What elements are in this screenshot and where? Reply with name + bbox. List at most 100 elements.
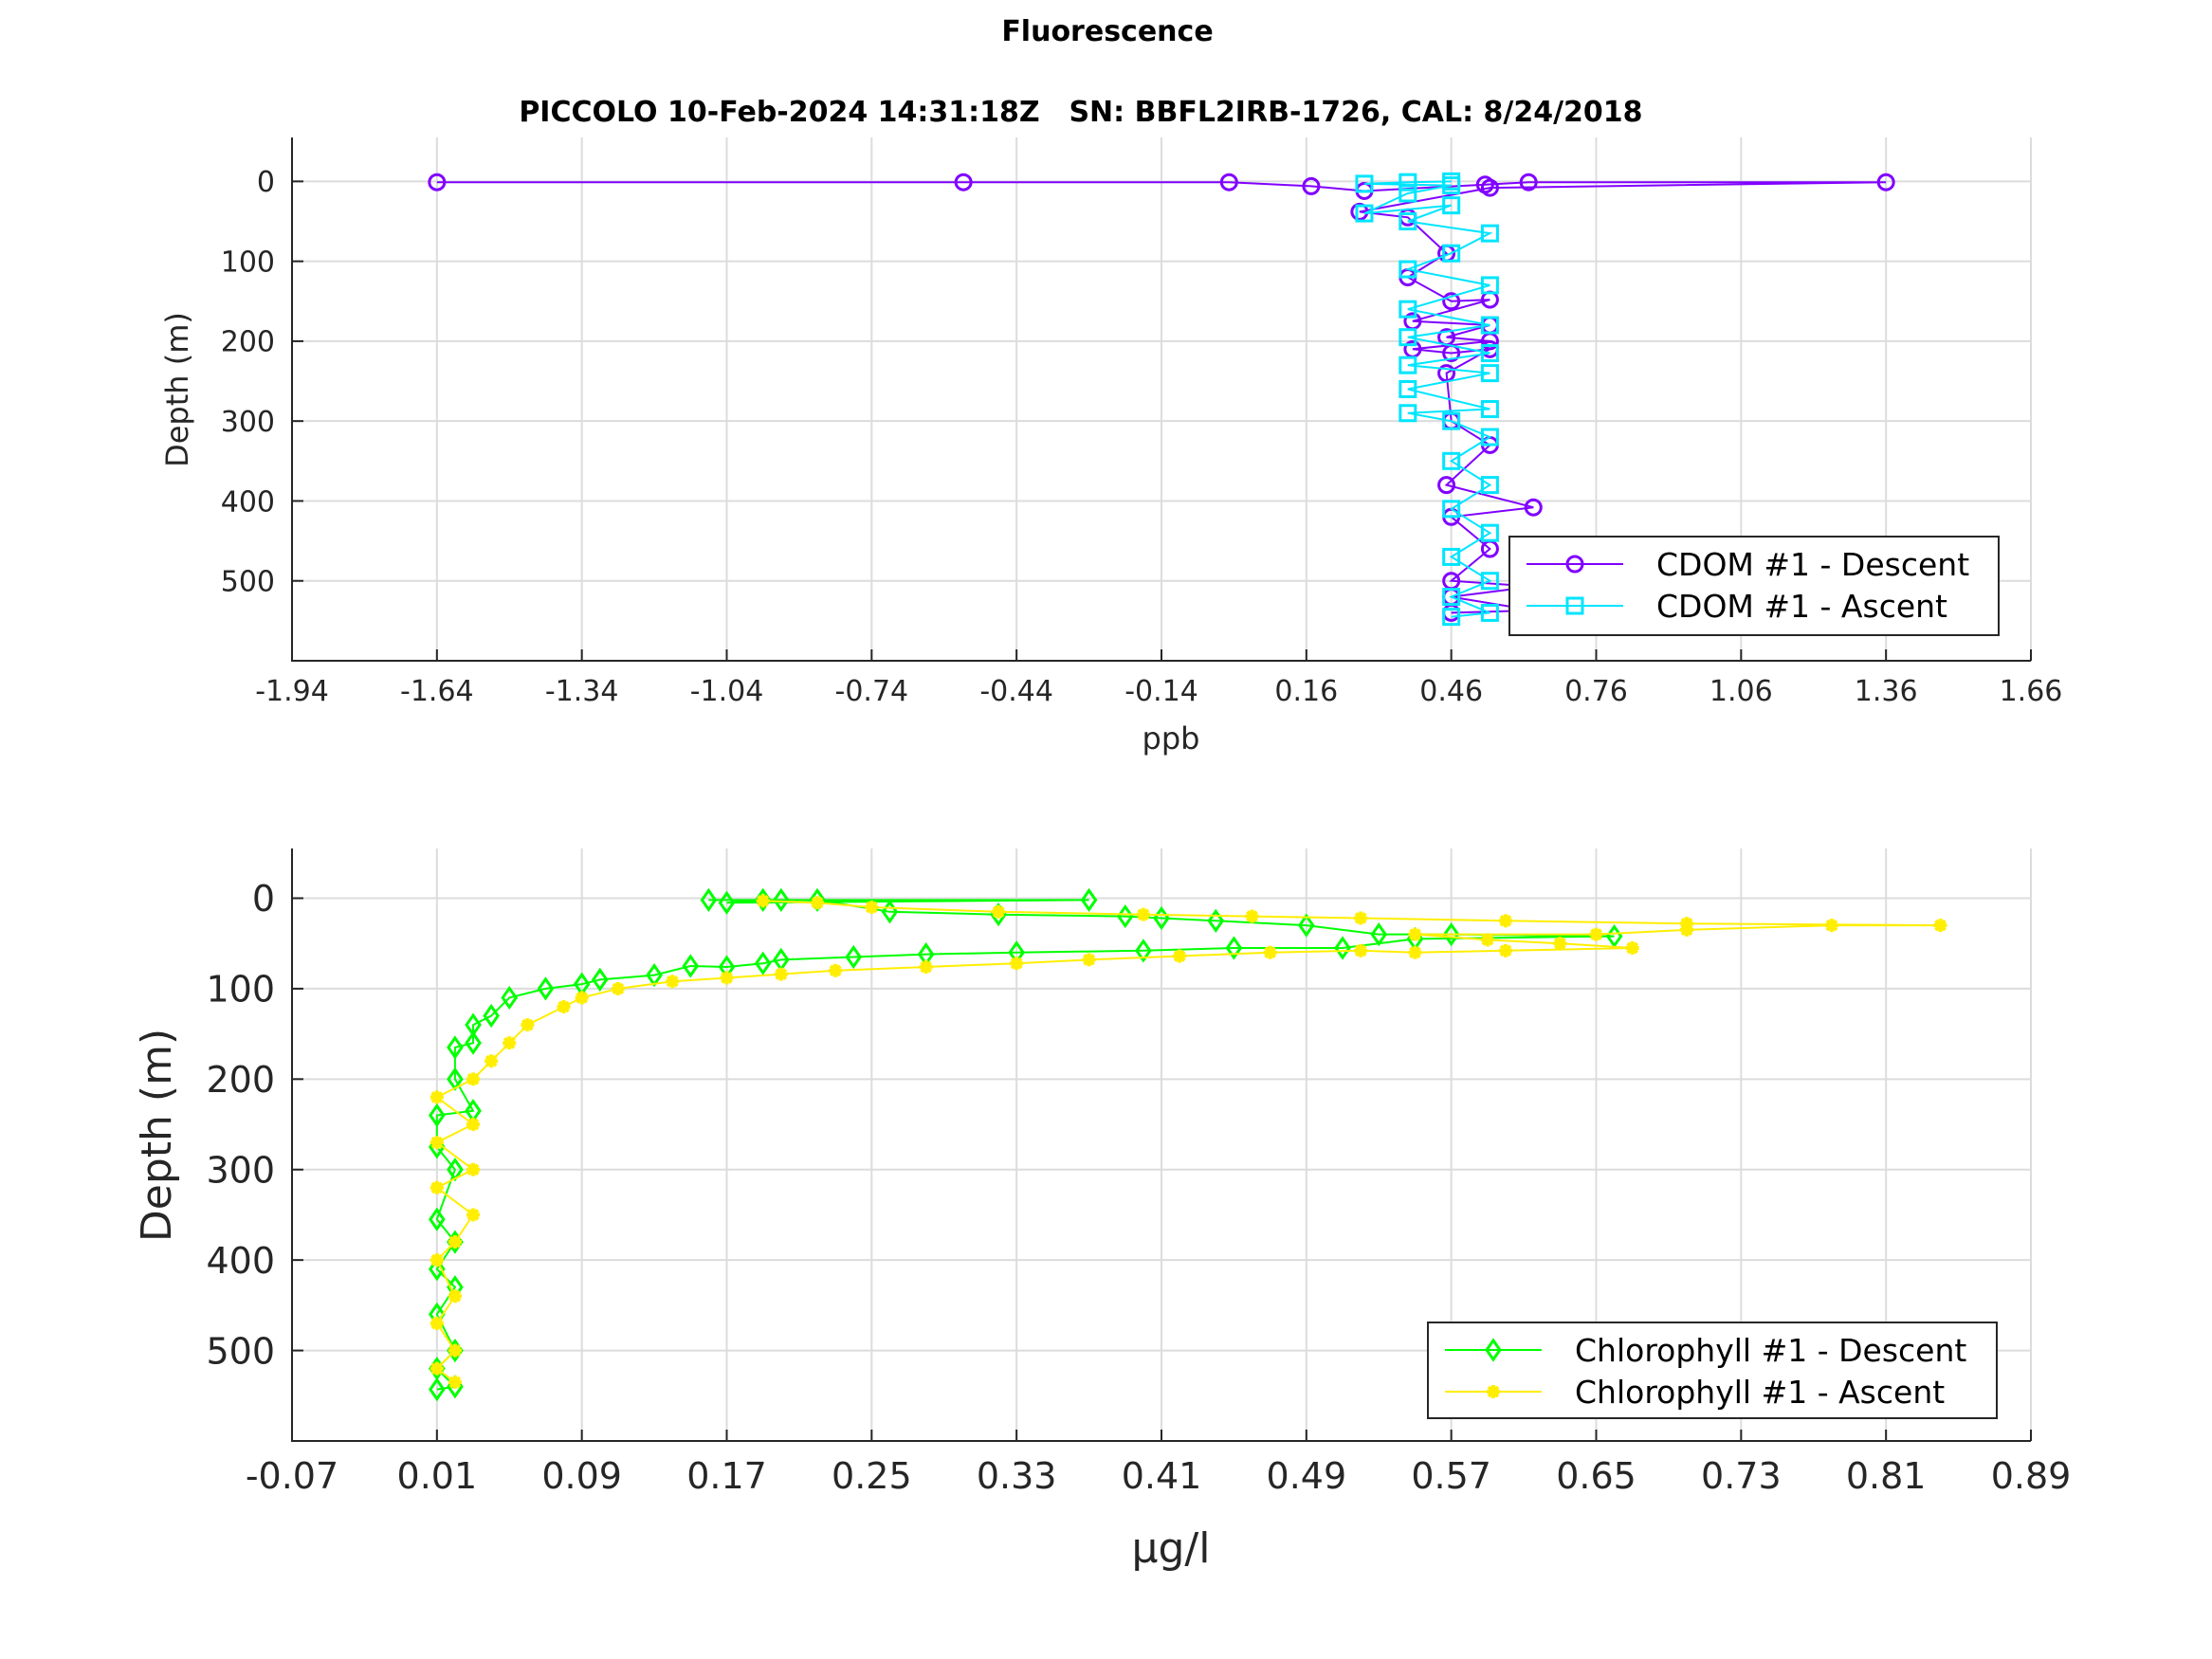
data-point xyxy=(430,1180,444,1194)
x-tick-label: 0.76 xyxy=(1564,675,1628,708)
data-point xyxy=(430,1253,444,1267)
data-point xyxy=(1442,196,1461,215)
data-point xyxy=(429,1257,446,1282)
x-tick-label: -1.34 xyxy=(545,675,619,708)
data-point xyxy=(1370,922,1388,947)
data-point xyxy=(1135,939,1152,963)
x-tick-label: 0.25 xyxy=(832,1455,912,1497)
axis-lines xyxy=(291,848,2031,1442)
data-point xyxy=(1480,316,1499,335)
x-tick-label: 1.06 xyxy=(1709,675,1773,708)
data-point xyxy=(1589,927,1603,941)
data-point xyxy=(845,944,863,970)
data-point xyxy=(447,1035,464,1060)
legend-label: CDOM #1 - Ascent xyxy=(1656,588,1947,625)
data-point xyxy=(430,1316,444,1330)
y-tick-label: 100 xyxy=(221,246,275,279)
x-tick-label: -0.74 xyxy=(835,675,909,708)
x-tick-label: 0.65 xyxy=(1556,1455,1636,1497)
data-point xyxy=(575,991,589,1005)
data-point xyxy=(1355,174,1374,193)
y-tick-label: 0 xyxy=(257,166,275,199)
data-point xyxy=(1173,949,1187,963)
data-point xyxy=(1480,933,1494,947)
x-tick-label: 0.33 xyxy=(977,1455,1057,1497)
series-line xyxy=(435,899,1615,1391)
x-tick-label: 0.46 xyxy=(1419,675,1483,708)
x-axis-label: ppb xyxy=(1143,720,1200,757)
data-point xyxy=(774,967,788,981)
data-point xyxy=(1442,608,1461,627)
data-point xyxy=(992,904,1006,919)
data-point xyxy=(1442,588,1461,607)
x-tick-label: -0.44 xyxy=(979,675,1053,708)
data-point xyxy=(484,1054,499,1068)
data-point xyxy=(1207,908,1225,933)
x-tick-label: -0.14 xyxy=(1124,675,1198,708)
data-point xyxy=(1442,922,1460,947)
data-point xyxy=(611,981,625,995)
data-point xyxy=(1398,300,1417,319)
data-point xyxy=(1408,945,1422,959)
data-point xyxy=(1298,913,1315,938)
data-point xyxy=(465,1030,482,1055)
data-point xyxy=(1442,244,1461,263)
x-tick-label: -1.04 xyxy=(690,675,764,708)
x-tick-label: -1.94 xyxy=(255,675,329,708)
data-point xyxy=(1498,914,1512,928)
y-tick-label: 0 xyxy=(252,878,275,920)
data-point xyxy=(1480,178,1499,197)
y-tick-label: 500 xyxy=(206,1330,275,1372)
data-point xyxy=(466,1118,481,1132)
data-point xyxy=(1625,940,1639,955)
data-point xyxy=(1553,937,1567,951)
legend-box xyxy=(1508,536,2000,636)
series-cdom-1-ascent xyxy=(1355,172,1499,627)
x-tick-label: 1.66 xyxy=(2000,675,2063,708)
x-tick-label: 0.89 xyxy=(1991,1455,2072,1497)
data-point xyxy=(1437,476,1456,495)
data-point xyxy=(1398,328,1417,347)
data-point xyxy=(1498,943,1512,957)
figure-title: Fluorescence xyxy=(1001,15,1213,48)
data-point xyxy=(1398,356,1417,374)
data-point xyxy=(466,1208,481,1222)
data-point xyxy=(1480,476,1499,495)
data-point xyxy=(466,1072,481,1086)
axis-lines xyxy=(291,137,2031,662)
data-point xyxy=(429,1376,446,1402)
data-point xyxy=(1408,927,1422,941)
data-point xyxy=(448,1375,462,1389)
data-point xyxy=(720,971,734,985)
y-tick-label: 300 xyxy=(206,1149,275,1191)
data-point xyxy=(811,896,825,910)
data-point xyxy=(1398,404,1417,423)
data-point xyxy=(1082,953,1096,967)
data-point xyxy=(1225,936,1243,960)
data-point xyxy=(666,975,680,989)
data-point xyxy=(1480,523,1499,542)
data-point xyxy=(1480,572,1499,591)
data-point xyxy=(1354,943,1368,957)
legend-label: CDOM #1 - Descent xyxy=(1656,546,1969,583)
data-point xyxy=(1442,500,1461,519)
data-point xyxy=(448,1235,462,1249)
data-point xyxy=(1442,411,1461,430)
data-point xyxy=(483,1003,500,1029)
data-point xyxy=(1398,184,1417,203)
data-point xyxy=(754,951,772,975)
y-axis-label: Depth (m) xyxy=(133,1029,181,1242)
data-point xyxy=(865,901,879,915)
data-point xyxy=(537,976,555,1001)
data-point xyxy=(466,1162,481,1176)
data-point xyxy=(1136,907,1150,921)
data-point xyxy=(1334,936,1351,960)
data-point xyxy=(1219,173,1238,191)
data-point xyxy=(1480,364,1499,383)
data-point xyxy=(1442,292,1461,311)
data-point xyxy=(429,1103,446,1128)
x-tick-label: 0.17 xyxy=(686,1455,767,1497)
data-point xyxy=(1442,547,1461,566)
y-tick-label: 200 xyxy=(206,1059,275,1101)
